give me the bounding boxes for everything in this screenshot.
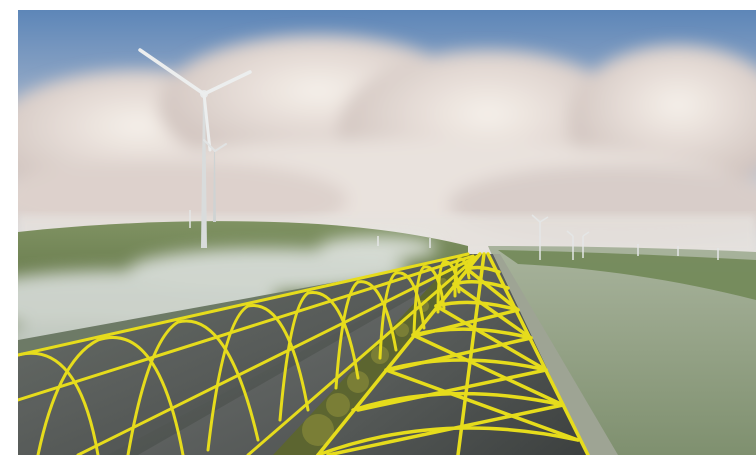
right-field: [488, 246, 756, 455]
wind-turbine-main: [138, 48, 252, 248]
right-distant-green: [498, 250, 756, 300]
right-roof-lattice: [316, 252, 590, 455]
distant-turbines: [189, 210, 719, 260]
left-roof-lattice: [18, 252, 482, 455]
wind-turbine-secondary: [203, 139, 227, 222]
canal-wind-farm-render: [18, 10, 756, 455]
left-solar-panel: [18, 254, 480, 455]
right-embankment: [493, 254, 618, 455]
